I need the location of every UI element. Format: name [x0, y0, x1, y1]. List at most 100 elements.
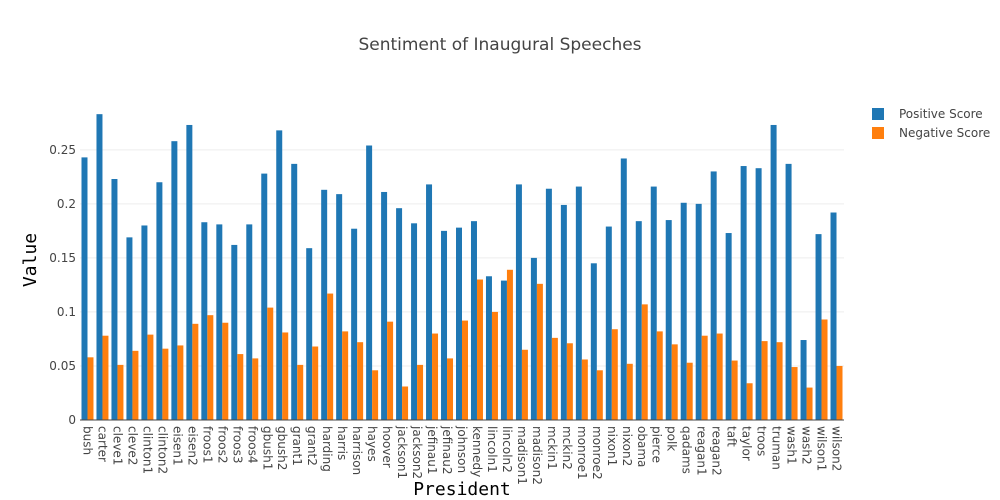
bar-negative — [297, 364, 304, 420]
bar-negative — [192, 323, 199, 420]
bar-negative — [117, 364, 124, 420]
x-tick-label: gbush2 — [275, 426, 289, 470]
bar-positive — [111, 179, 118, 420]
bar-positive — [261, 173, 268, 420]
x-tick-label: mckin2 — [560, 426, 574, 470]
y-tick-label: 0.15 — [49, 251, 76, 265]
x-tick-label: reagan1 — [695, 426, 709, 476]
bar-positive — [650, 186, 657, 420]
x-tick-label: clinton1 — [140, 426, 154, 474]
bar-positive — [665, 220, 672, 420]
bar-negative — [521, 349, 528, 420]
x-tick-label: taylor — [740, 426, 754, 461]
bar-positive — [785, 163, 792, 420]
bar-negative — [716, 333, 723, 420]
bar-positive — [411, 223, 418, 420]
x-tick-label: carter — [95, 426, 109, 462]
y-tick-label: 0 — [68, 413, 76, 427]
bar-negative — [566, 343, 573, 420]
bar-positive — [800, 340, 807, 420]
x-tick-label: froos3 — [230, 426, 244, 463]
bar-positive — [680, 202, 687, 420]
y-tick-label: 0.05 — [49, 359, 76, 373]
x-tick-label: wash1 — [785, 426, 799, 465]
bar-negative — [357, 342, 364, 420]
x-tick-label: polk — [665, 426, 679, 451]
bar-negative — [447, 358, 454, 420]
x-tick-label: johnson — [455, 425, 469, 473]
x-tick-label: lincoln1 — [485, 426, 499, 473]
x-tick-label: madison1 — [515, 426, 529, 485]
x-tick-label: reagan2 — [710, 426, 724, 476]
bar-positive — [306, 248, 313, 420]
bar-negative — [147, 334, 154, 420]
x-tick-label: pierce — [650, 426, 664, 463]
x-tick-label: froos1 — [200, 426, 214, 463]
bar-positive — [186, 124, 193, 421]
x-tick-label: gbush1 — [260, 426, 274, 470]
bar-negative — [476, 279, 483, 420]
bar-positive — [441, 230, 448, 420]
bar-negative — [282, 332, 289, 420]
bar-negative — [596, 370, 603, 420]
x-tick-label: cleve1 — [110, 426, 124, 465]
bar-negative — [462, 320, 468, 420]
bar-positive — [126, 237, 133, 420]
x-tick-label: jefinau1 — [425, 425, 439, 474]
bar-negative — [342, 331, 349, 420]
x-tick-label: froos2 — [215, 426, 229, 463]
bar-positive — [740, 166, 747, 420]
x-tick-label: froos4 — [245, 426, 259, 463]
bar-negative — [836, 365, 843, 420]
bar-positive — [755, 168, 762, 420]
x-tick-label: lincoln2 — [500, 426, 514, 473]
x-tick-label: jackson2 — [410, 425, 424, 479]
bar-negative — [731, 360, 738, 420]
bar-positive — [456, 227, 462, 420]
bar-negative — [222, 322, 229, 420]
x-tick-label: bush — [80, 426, 94, 455]
x-axis-ticks: bush carter cleve1 cleve2 clinton1 clinton2 ei… — [80, 425, 843, 485]
bar-positive — [96, 114, 103, 420]
legend-label-negative: Negative Score — [899, 126, 990, 140]
x-tick-label: jefinau2 — [440, 425, 454, 474]
bar-positive — [710, 171, 717, 420]
bar-positive — [201, 222, 208, 420]
bar-negative — [671, 344, 678, 420]
bar-positive — [725, 233, 732, 420]
x-tick-label: mckin1 — [545, 426, 559, 470]
x-tick-label: wilson1 — [815, 426, 829, 471]
x-tick-label: troos — [755, 426, 769, 456]
x-tick-label: harding — [320, 426, 334, 472]
bar-negative — [87, 357, 94, 420]
bar-positive — [605, 226, 612, 420]
bar-positive — [156, 182, 163, 420]
x-tick-label: grant2 — [305, 426, 319, 466]
bar-positive — [770, 124, 777, 421]
bar-negative — [372, 370, 379, 420]
bar-positive — [545, 188, 552, 420]
x-tick-label: harris — [335, 426, 349, 460]
x-tick-label: monroe1 — [575, 426, 589, 480]
legend-swatch-negative — [872, 127, 884, 139]
bar-negative — [746, 383, 753, 420]
chart-title: Sentiment of Inaugural Speeches — [358, 35, 641, 55]
bar-positive — [171, 141, 178, 420]
bar-negative — [701, 335, 708, 420]
bar-positive — [830, 212, 837, 420]
x-tick-label: kennedy — [470, 426, 484, 477]
bars — [81, 114, 843, 421]
x-tick-label: madison2 — [530, 426, 544, 485]
bar-positive — [590, 263, 597, 420]
bar-positive — [216, 224, 223, 420]
bar-negative — [551, 337, 558, 420]
x-tick-label: grant1 — [290, 426, 304, 466]
bar-negative — [806, 387, 813, 420]
bar-negative — [402, 386, 409, 420]
bar-positive — [396, 208, 403, 420]
bar-positive — [635, 221, 642, 420]
x-tick-label: truman — [770, 426, 784, 470]
bar-positive — [695, 203, 702, 420]
y-tick-label: 0.2 — [57, 197, 76, 211]
bar-positive — [500, 280, 507, 420]
